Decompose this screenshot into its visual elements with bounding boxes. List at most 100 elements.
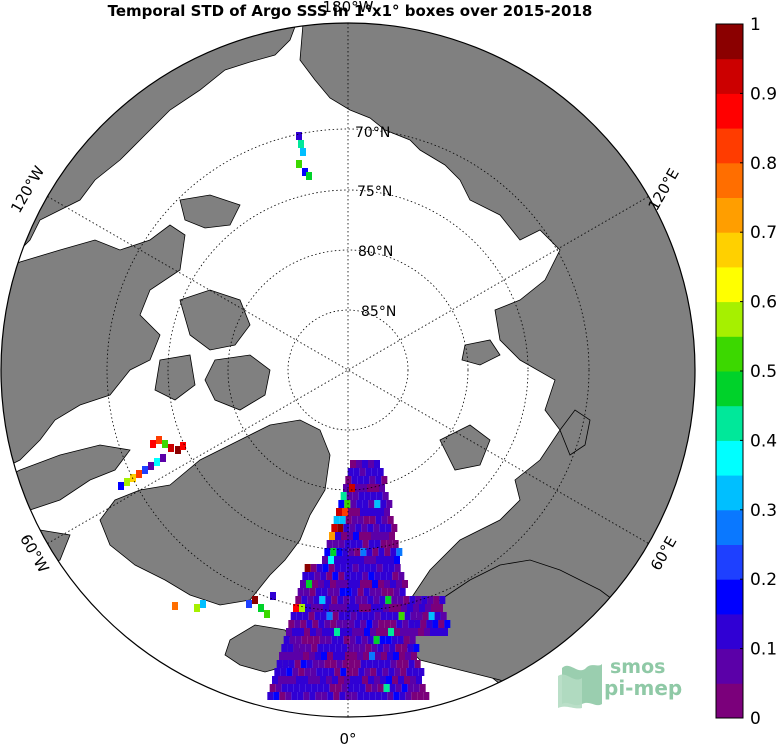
colorbar-swatch: [716, 683, 743, 719]
land-svalbard: [439, 424, 491, 471]
data-cell: [317, 604, 323, 612]
data-cell: [372, 660, 379, 668]
data-cell: [385, 596, 392, 604]
data-cell: [289, 636, 296, 644]
data-cell: [369, 652, 375, 660]
data-cell: [370, 492, 377, 500]
data-cell: [154, 458, 160, 466]
data-cell: [370, 628, 376, 636]
data-cell: [388, 628, 394, 636]
data-cell: [375, 652, 381, 660]
data-cell: [342, 508, 348, 516]
data-cell: [308, 612, 315, 620]
data-cell: [380, 676, 386, 684]
data-cell: [360, 660, 367, 668]
data-cell: [350, 612, 357, 620]
data-cell: [390, 660, 397, 668]
data-cell: [335, 532, 341, 540]
data-cell: [378, 580, 384, 588]
data-cell: [301, 636, 308, 644]
data-cell: [365, 644, 372, 652]
data-cell: [380, 500, 387, 508]
data-cell: [341, 604, 347, 612]
parallel-80: [227, 249, 469, 491]
data-cell: [293, 644, 300, 652]
colorbar-swatch: [716, 232, 743, 268]
data-cell: [168, 444, 174, 452]
data-cell: [395, 644, 402, 652]
data-cell: [290, 676, 296, 684]
data-cell: [334, 668, 341, 676]
data-cell: [336, 548, 343, 556]
data-cell: [305, 644, 312, 652]
data-cell: [373, 596, 380, 604]
colorbar-tick-label: 0.4: [750, 431, 777, 451]
data-cell: [347, 644, 354, 652]
data-cell: [393, 652, 399, 660]
data-cell: [384, 620, 391, 628]
data-cell: [399, 588, 406, 596]
data-cell: [353, 644, 360, 652]
data-cell: [319, 596, 326, 604]
data-cell: [404, 612, 411, 620]
data-cell: [384, 580, 390, 588]
data-cell: [299, 684, 306, 692]
colorbar-swatch: [716, 301, 743, 337]
data-cell: [355, 596, 362, 604]
data-cell: [396, 620, 403, 628]
data-cell: [270, 592, 276, 600]
data-cell: [323, 644, 330, 652]
data-cell: [356, 500, 363, 508]
colorbar-swatch: [716, 509, 743, 545]
data-cell: [318, 580, 324, 588]
data-cell: [313, 596, 320, 604]
data-cell: [384, 660, 391, 668]
data-cell: [330, 620, 337, 628]
data-cell: [357, 588, 364, 596]
data-cell: [419, 604, 425, 612]
data-cell: [405, 692, 412, 700]
data-cell: [172, 602, 178, 610]
data-cell: [326, 540, 333, 548]
data-cell: [305, 684, 312, 692]
data-cell: [332, 676, 338, 684]
data-cell: [354, 548, 361, 556]
data-cell: [345, 516, 352, 524]
data-cell: [376, 668, 383, 676]
data-cell: [368, 540, 375, 548]
data-cell: [365, 604, 371, 612]
data-cell: [394, 556, 400, 564]
data-cell: [371, 468, 378, 476]
data-cell: [390, 620, 397, 628]
data-cell: [346, 668, 353, 676]
data-cell: [375, 692, 382, 700]
data-cell: [308, 572, 315, 580]
data-cell: [381, 476, 388, 484]
data-cell: [387, 516, 394, 524]
data-cell: [306, 660, 313, 668]
colorbar-swatch: [716, 440, 743, 476]
data-cell: [300, 620, 307, 628]
data-cell: [395, 604, 401, 612]
data-cell: [311, 644, 318, 652]
data-cell: [334, 628, 340, 636]
data-cell: [355, 636, 362, 644]
data-cell: [415, 596, 422, 604]
data-cell: [296, 676, 302, 684]
data-cell: [366, 660, 373, 668]
data-cell: [348, 620, 355, 628]
land-greenland: [99, 419, 331, 606]
data-cell: [396, 548, 403, 556]
data-cell: [332, 540, 339, 548]
data-cell: [315, 692, 322, 700]
data-cell: [343, 484, 349, 492]
data-cell: [433, 596, 440, 604]
data-cell: [356, 540, 363, 548]
data-cell: [414, 660, 421, 668]
data-cell: [287, 644, 294, 652]
data-cell: [419, 684, 426, 692]
data-cell: [346, 492, 353, 500]
data-cell: [381, 516, 388, 524]
data-cell: [327, 692, 334, 700]
data-cell: [348, 660, 355, 668]
